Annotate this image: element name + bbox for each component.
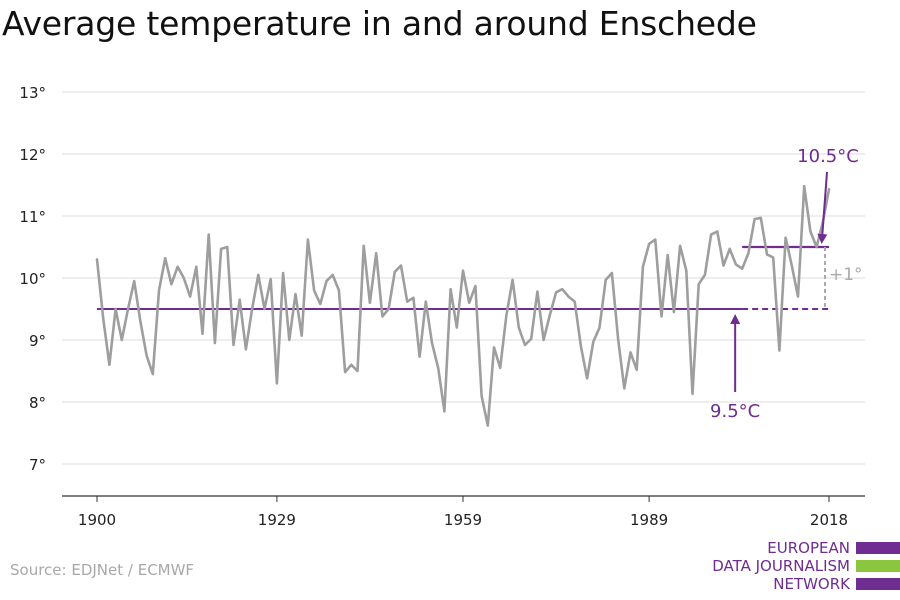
x-tick-label: 2018 bbox=[810, 511, 848, 529]
x-tick-label: 1929 bbox=[258, 511, 296, 529]
y-tick-label: 8° bbox=[29, 394, 46, 412]
y-axis-ticks: 7° 8° 9° 10° 11° 12° 13° bbox=[19, 84, 46, 474]
recent-average-arrow bbox=[817, 171, 828, 244]
temperature-line bbox=[95, 184, 831, 427]
grid-lines bbox=[62, 91, 865, 465]
logo-line-2: DATA JOURNALISM bbox=[712, 557, 850, 575]
edjnet-logo: EUROPEAN DATA JOURNALISM NETWORK bbox=[700, 538, 900, 596]
x-tick-label: 1989 bbox=[630, 511, 668, 529]
logo-line-3: NETWORK bbox=[773, 575, 850, 593]
x-tick-label: 1900 bbox=[78, 511, 116, 529]
recent-average-label: 10.5°C bbox=[797, 146, 859, 167]
logo-line-1: EUROPEAN bbox=[767, 539, 850, 557]
source-note: Source: EDJNet / ECMWF bbox=[10, 561, 195, 579]
logo-bar-purple-1 bbox=[856, 542, 900, 554]
x-tick-label: 1959 bbox=[444, 511, 482, 529]
difference-label: +1° bbox=[829, 265, 863, 285]
temperature-series bbox=[95, 184, 831, 427]
baseline-label: 9.5°C bbox=[710, 401, 760, 422]
annotations: +1° 10.5°C 9.5°C bbox=[710, 146, 863, 422]
logo-bar-purple-2 bbox=[856, 578, 900, 590]
y-tick-label: 10° bbox=[19, 270, 46, 288]
x-axis: 1900 1929 1959 1989 2018 bbox=[62, 495, 865, 529]
y-tick-label: 13° bbox=[19, 84, 46, 102]
chart-title: Average temperature in and around Ensche… bbox=[2, 4, 757, 43]
y-tick-label: 7° bbox=[29, 456, 46, 474]
y-tick-label: 12° bbox=[19, 146, 46, 164]
y-tick-label: 9° bbox=[29, 332, 46, 350]
logo-bar-green bbox=[856, 560, 900, 572]
y-tick-label: 11° bbox=[19, 208, 46, 226]
